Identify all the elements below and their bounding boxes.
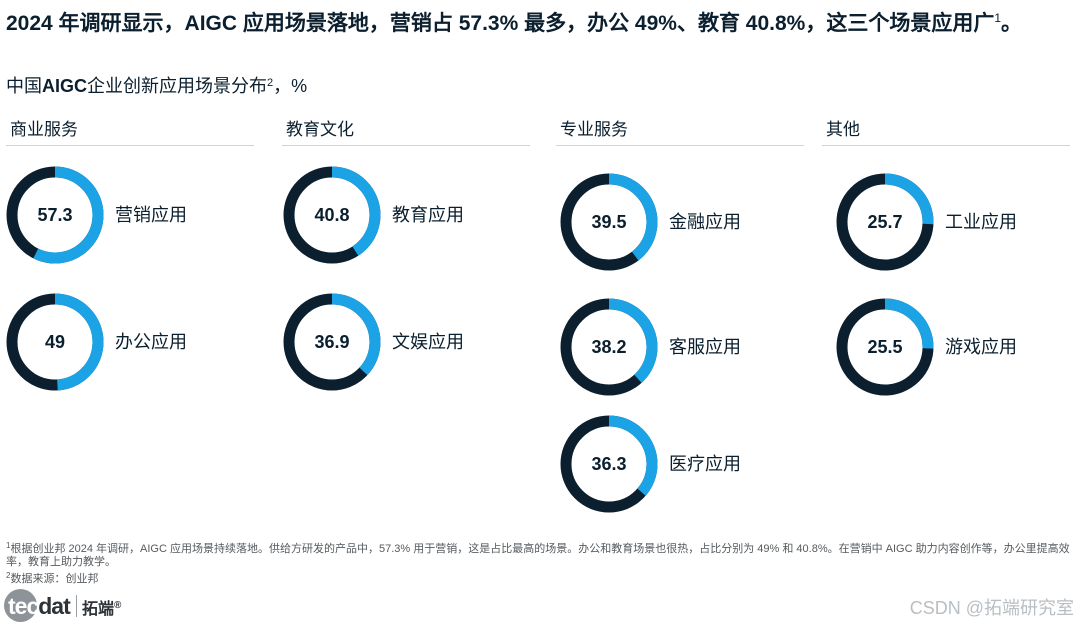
subtitle-unit: ，% <box>273 76 308 96</box>
donut-chart <box>560 298 658 396</box>
category-header: 其他 <box>822 118 1070 146</box>
donut-value-arc <box>560 173 658 271</box>
donut-item-label: 医疗应用 <box>669 454 741 474</box>
donut-value-arc <box>283 293 381 391</box>
donut-item-label: 办公应用 <box>115 332 187 352</box>
donut-chart <box>560 173 658 271</box>
watermark: CSDN @拓端研究室 <box>909 598 1074 618</box>
tecdat-logo: tecdat 拓端® <box>4 587 134 623</box>
donut-chart <box>836 173 934 271</box>
donut-value-label: 36.9 <box>314 332 350 352</box>
category-label: 专业服务 <box>556 118 804 146</box>
subtitle-text: 企业创新应用场景分布 <box>87 76 267 96</box>
logo-part-a: tec <box>8 593 39 619</box>
donut-chart <box>283 166 381 264</box>
subtitle-bold: AIGC <box>42 76 87 96</box>
donut-value-label: 57.3 <box>37 205 73 225</box>
donut-value-arc <box>560 298 658 396</box>
donut-chart <box>6 293 104 391</box>
donut-chart <box>6 166 104 264</box>
footnote-2-mark: 2 <box>6 571 11 580</box>
donut-value-label: 25.5 <box>867 337 903 357</box>
headline-footnote-mark: 1 <box>994 11 1002 25</box>
headline-text: 2024 年调研显示，AIGC 应用场景落地，营销占 57.3% 最多，办公 4… <box>6 12 995 35</box>
logo-cn-text: 拓端 <box>82 601 115 618</box>
donut-item-label: 文娱应用 <box>392 332 464 352</box>
donut-value-label: 40.8 <box>314 205 350 225</box>
donut-value-label: 38.2 <box>591 337 627 357</box>
category-label: 教育文化 <box>282 118 530 146</box>
footnote-2-text: 数据来源：创业邦 <box>10 573 99 585</box>
logo-registered-mark: ® <box>114 600 122 611</box>
footnote-1-mark: 1 <box>6 541 11 550</box>
subtitle-footnote-mark: 2 <box>267 77 274 89</box>
category-header: 专业服务 <box>556 118 804 146</box>
donut-value-label: 36.3 <box>591 454 627 474</box>
logo-circle-icon <box>4 589 37 622</box>
donut-item-label: 游戏应用 <box>945 337 1017 357</box>
donut-item-label: 教育应用 <box>392 205 464 225</box>
chart-subtitle: 中国AIGC企业创新应用场景分布2，% <box>6 72 307 97</box>
donut-item-label: 金融应用 <box>669 212 741 232</box>
donut-value-arc <box>836 173 934 271</box>
donut-value-label: 49 <box>44 332 66 352</box>
footnote-2: 2数据来源：创业邦 <box>6 569 98 586</box>
subtitle-prefix: 中国 <box>6 76 42 96</box>
donut-value-arc <box>283 166 381 264</box>
donut-value-arc <box>836 298 934 396</box>
donut-item-label: 工业应用 <box>945 212 1017 232</box>
category-label: 商业服务 <box>6 118 254 146</box>
donut-value-label: 39.5 <box>591 212 627 232</box>
donut-value-label: 25.7 <box>867 212 903 232</box>
donut-item-label: 营销应用 <box>115 205 187 225</box>
donut-chart <box>283 293 381 391</box>
donut-chart <box>836 298 934 396</box>
category-header: 商业服务 <box>6 118 254 146</box>
donut-chart <box>560 415 658 513</box>
logo-wordmark: tecdat <box>8 591 71 621</box>
headline: 2024 年调研显示，AIGC 应用场景落地，营销占 57.3% 最多，办公 4… <box>6 4 1074 38</box>
logo-divider <box>76 595 77 617</box>
category-label: 其他 <box>822 118 1070 146</box>
footnote-1: 1根据创业邦 2024 年调研，AIGC 应用场景持续落地。供给方研发的产品中，… <box>6 539 1076 569</box>
headline-end: 。 <box>1001 12 1023 35</box>
donut-value-arc <box>6 166 104 264</box>
category-header: 教育文化 <box>282 118 530 146</box>
donut-value-arc <box>6 293 104 391</box>
footnote-1-text: 根据创业邦 2024 年调研，AIGC 应用场景持续落地。供给方研发的产品中，5… <box>6 543 1070 568</box>
logo-part-b: dat <box>38 593 70 619</box>
donut-value-arc <box>560 415 658 513</box>
donut-item-label: 客服应用 <box>669 337 741 357</box>
logo-cn-name: 拓端® <box>82 593 121 623</box>
